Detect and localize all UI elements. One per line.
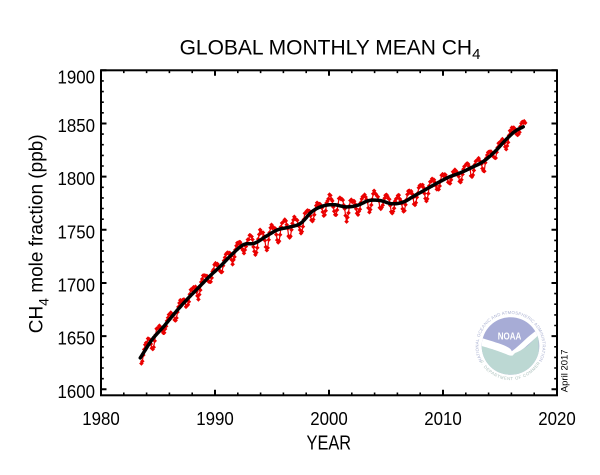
- svg-text:1800: 1800: [58, 169, 96, 189]
- svg-text:2000: 2000: [310, 409, 348, 429]
- svg-text:GLOBAL MONTHLY MEAN CH4: GLOBAL MONTHLY MEAN CH4: [180, 36, 481, 63]
- svg-text:1980: 1980: [82, 409, 120, 429]
- svg-text:1900: 1900: [58, 68, 96, 88]
- svg-text:1750: 1750: [58, 222, 96, 242]
- svg-text:1990: 1990: [196, 409, 234, 429]
- svg-text:YEAR: YEAR: [307, 433, 352, 455]
- svg-text:NOAA: NOAA: [498, 331, 522, 342]
- svg-text:1600: 1600: [58, 382, 96, 402]
- svg-text:2020: 2020: [538, 409, 576, 429]
- svg-text:April 2017: April 2017: [560, 349, 571, 392]
- svg-text:1650: 1650: [58, 329, 96, 349]
- svg-text:1850: 1850: [58, 116, 96, 136]
- svg-text:CH4 mole fraction (ppb): CH4 mole fraction (ppb): [27, 134, 52, 333]
- svg-text:1700: 1700: [58, 276, 96, 296]
- svg-text:2010: 2010: [424, 409, 462, 429]
